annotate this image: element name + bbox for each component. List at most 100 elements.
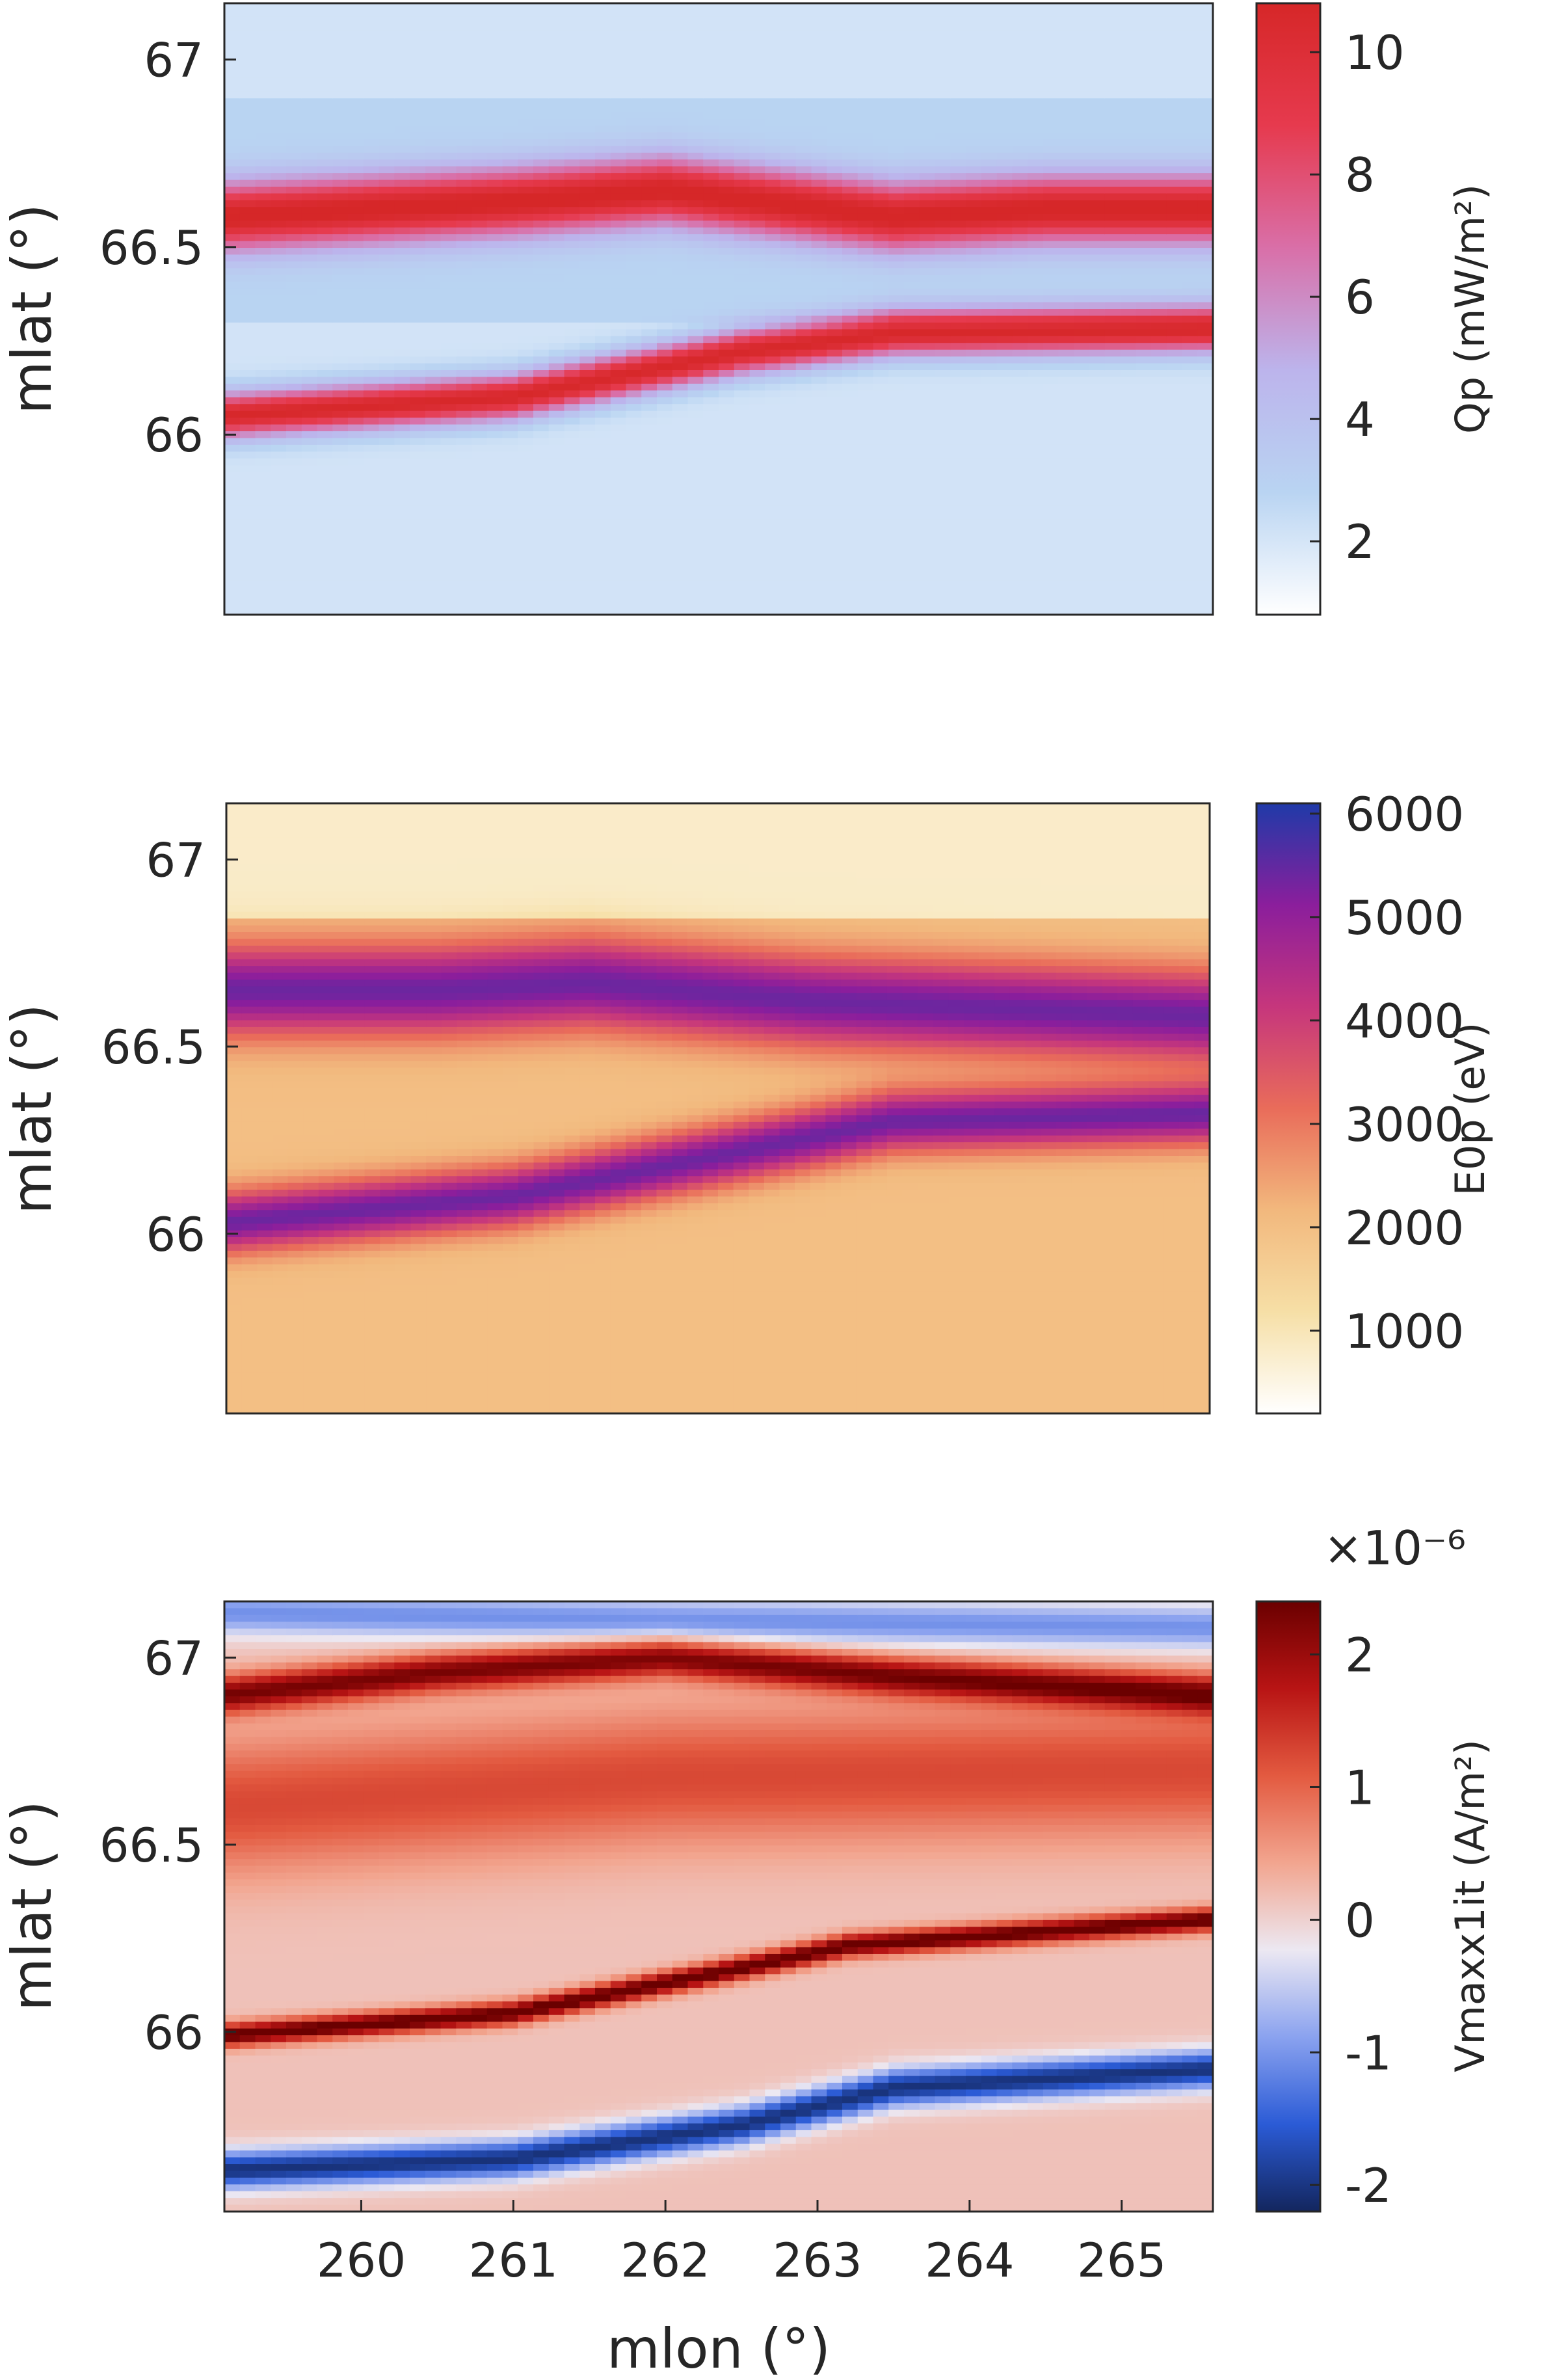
- heatmap-cell: [626, 608, 643, 615]
- heatmap-cell: [317, 132, 334, 140]
- heatmap-cell: [811, 126, 828, 133]
- heatmap-cell: [672, 370, 689, 378]
- heatmap-cell: [765, 526, 781, 534]
- heatmap-cell: [564, 377, 581, 384]
- heatmap-cell: [271, 248, 287, 256]
- heatmap-cell: [564, 132, 581, 140]
- heatmap-cell: [286, 513, 302, 520]
- heatmap-cell: [996, 234, 1013, 242]
- heatmap-cell: [935, 221, 951, 228]
- heatmap-cell: [1012, 44, 1028, 51]
- heatmap-cell: [966, 254, 982, 262]
- heatmap-cell: [440, 288, 457, 296]
- heatmap-cell: [348, 139, 364, 147]
- heatmap-cell: [533, 383, 550, 392]
- heatmap-cell: [966, 227, 982, 235]
- heatmap-cell: [394, 200, 410, 208]
- heatmap-cell: [734, 397, 751, 405]
- heatmap-cell: [548, 383, 565, 392]
- heatmap-cell: [224, 105, 241, 113]
- heatmap-cell: [286, 213, 302, 222]
- heatmap-cell: [502, 343, 519, 351]
- heatmap-cell: [765, 533, 781, 541]
- heatmap-cell: [502, 254, 519, 262]
- heatmap-cell: [410, 315, 426, 323]
- heatmap-cell: [795, 377, 812, 384]
- heatmap-cell: [687, 519, 704, 528]
- heatmap-cell: [996, 227, 1013, 235]
- heatmap-cell: [904, 479, 920, 487]
- heatmap-cell: [703, 513, 719, 520]
- heatmap-cell: [827, 601, 843, 609]
- heatmap-cell: [379, 533, 395, 541]
- heatmap-cell: [996, 479, 1013, 487]
- heatmap-cell: [842, 159, 858, 167]
- heatmap-cell: [486, 180, 503, 187]
- heatmap-cell: [348, 51, 364, 59]
- heatmap-cell: [610, 112, 627, 120]
- heatmap-cell: [348, 546, 364, 554]
- heatmap-cell: [394, 465, 410, 473]
- heatmap-cell: [502, 221, 519, 228]
- heatmap-cell: [456, 546, 472, 554]
- heatmap-cell: [1028, 546, 1044, 554]
- heatmap-cell: [1074, 213, 1090, 222]
- heatmap-cell: [317, 479, 334, 487]
- heatmap-cell: [564, 594, 581, 602]
- heatmap-cell: [502, 51, 519, 59]
- heatmap-cell: [472, 540, 488, 548]
- heatmap-cell: [749, 166, 766, 174]
- heatmap-cell: [548, 492, 565, 500]
- heatmap-cell: [1058, 472, 1075, 479]
- heatmap-cell: [935, 126, 951, 133]
- heatmap-cell: [1058, 533, 1075, 541]
- heatmap-cell: [904, 356, 920, 364]
- heatmap-cell: [765, 587, 781, 595]
- heatmap-cell: [1028, 574, 1044, 582]
- heatmap-cell: [332, 418, 349, 425]
- heatmap-cell: [317, 377, 334, 384]
- heatmap-cell: [857, 322, 874, 330]
- heatmap-cell: [981, 370, 998, 378]
- heatmap-cell: [1043, 30, 1059, 38]
- heatmap-cell: [1043, 254, 1059, 262]
- heatmap-cell: [765, 560, 781, 568]
- heatmap-cell: [610, 390, 627, 398]
- heatmap-cell: [271, 329, 287, 337]
- heatmap-cell: [950, 309, 966, 317]
- heatmap-cell: [518, 105, 534, 113]
- heatmap-cell: [410, 126, 426, 133]
- heatmap-cell: [579, 207, 596, 215]
- heatmap-cell: [780, 105, 797, 113]
- heatmap-cell: [456, 418, 472, 425]
- heatmap-cell: [1043, 10, 1059, 18]
- heatmap-cell: [966, 57, 982, 65]
- heatmap-cell: [379, 3, 395, 11]
- heatmap-cell: [425, 546, 442, 554]
- heatmap-cell: [1043, 343, 1059, 351]
- heatmap-cell: [518, 444, 534, 453]
- heatmap-cell: [966, 458, 982, 466]
- heatmap-cell: [472, 601, 488, 609]
- heatmap-cell: [703, 91, 719, 100]
- heatmap-cell: [996, 261, 1013, 269]
- heatmap-cell: [410, 499, 426, 507]
- heatmap-cell: [904, 397, 920, 405]
- heatmap-cell: [317, 485, 334, 493]
- heatmap-cell: [271, 57, 287, 65]
- heatmap-cell: [873, 274, 890, 283]
- heatmap-cell: [1074, 64, 1090, 72]
- heatmap-cell: [641, 479, 658, 487]
- heatmap-cell: [1028, 479, 1044, 487]
- heatmap-cell: [857, 444, 874, 453]
- heatmap-cell: [255, 397, 272, 405]
- heatmap-cell: [703, 126, 719, 133]
- heatmap-cell: [456, 274, 472, 283]
- heatmap-cell: [271, 288, 287, 296]
- heatmap-cell: [749, 180, 766, 187]
- heatmap-cell: [734, 390, 751, 398]
- heatmap-cell: [317, 546, 334, 554]
- heatmap-cell: [765, 234, 781, 242]
- heatmap-cell: [657, 546, 673, 554]
- heatmap-cell: [873, 77, 890, 86]
